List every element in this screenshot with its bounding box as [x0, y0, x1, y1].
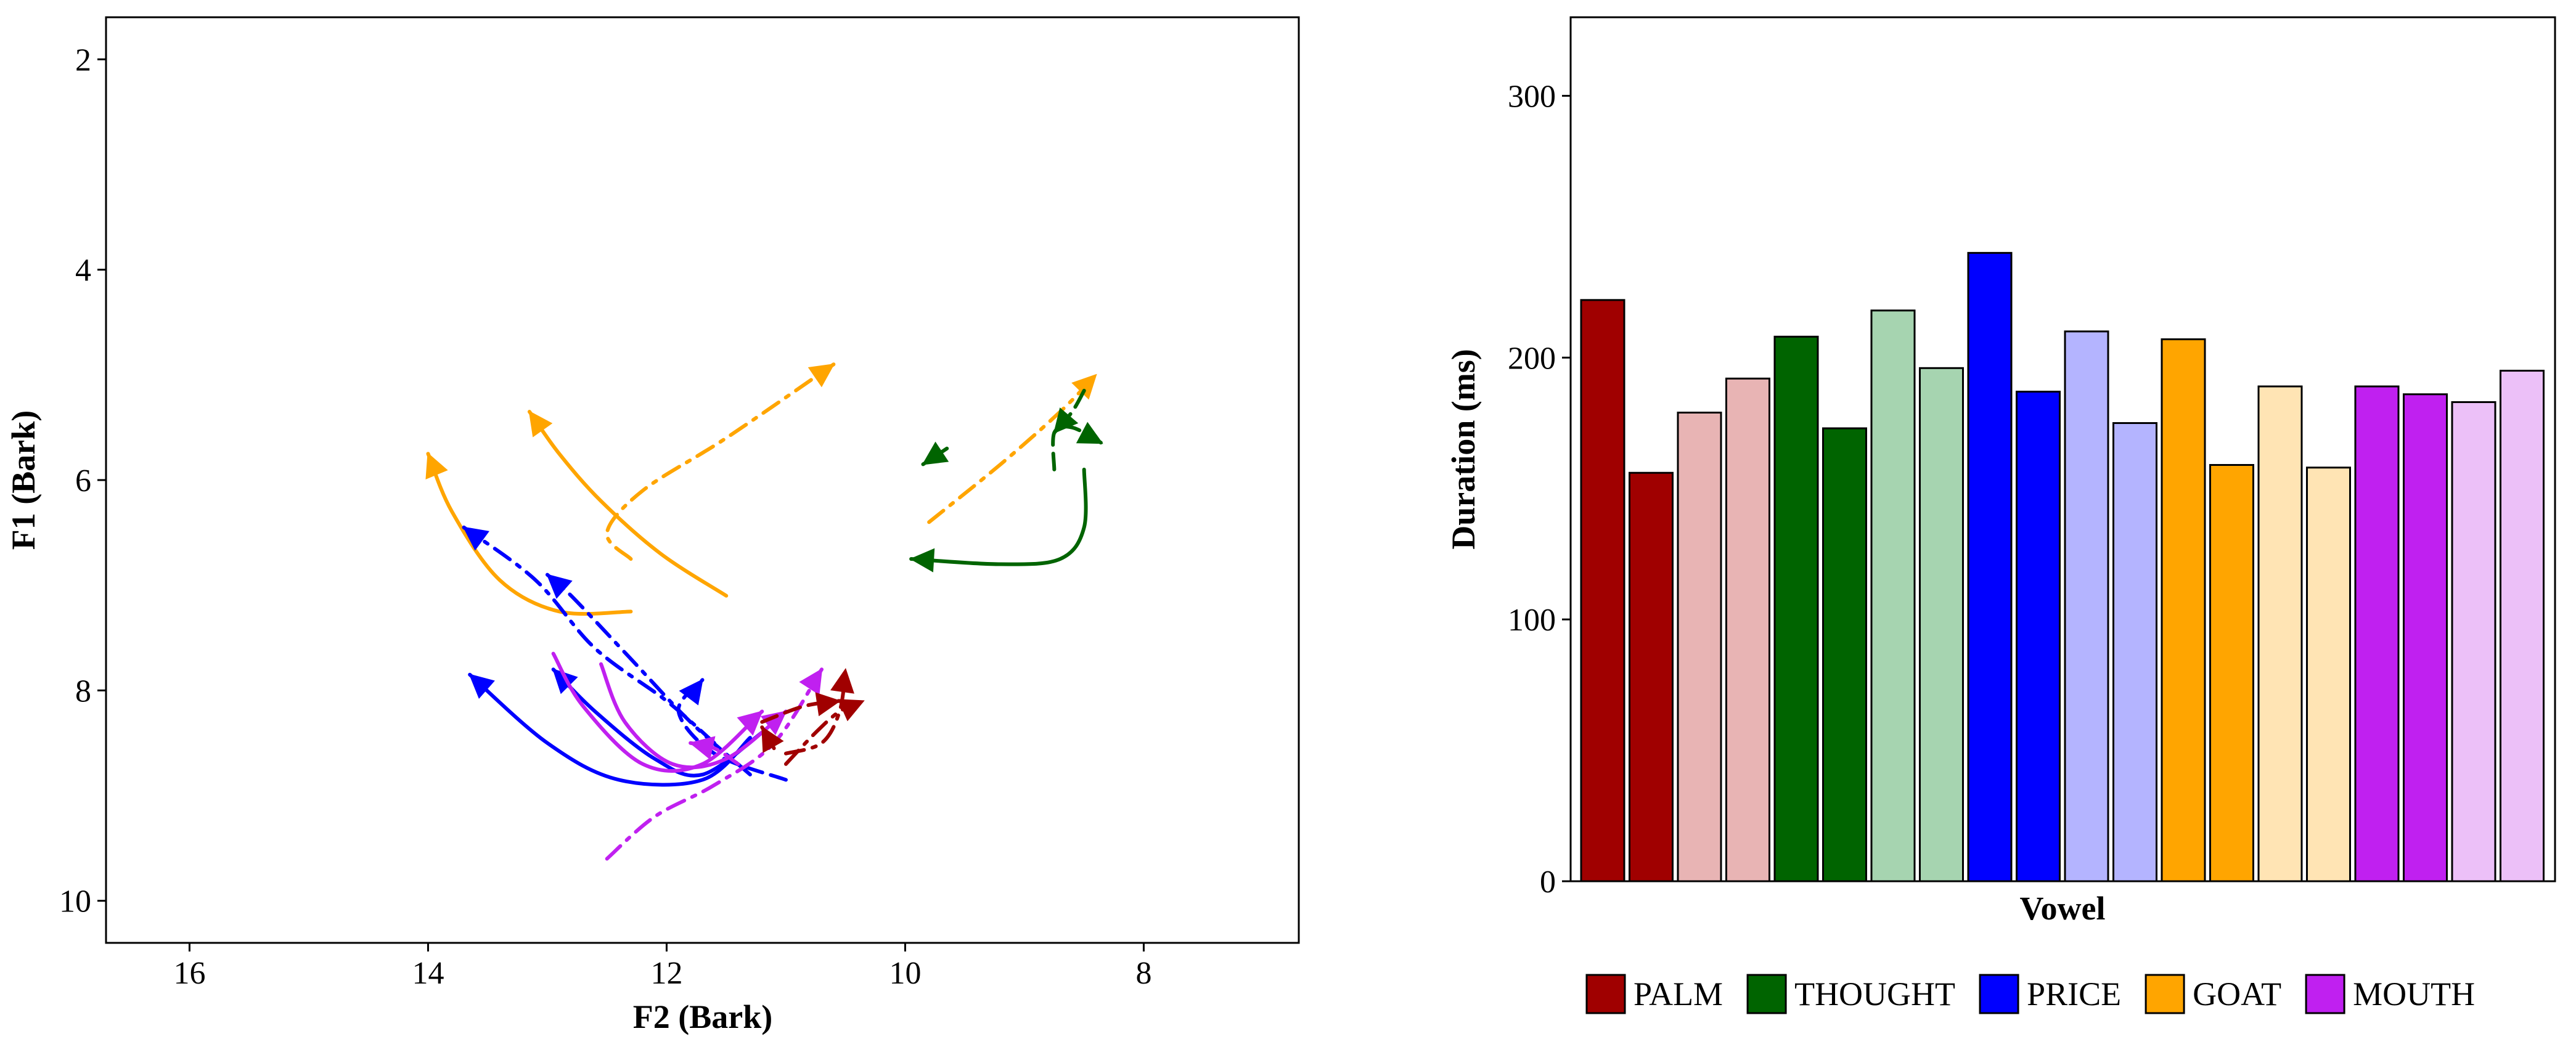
trajectory-arrowhead [1053, 407, 1079, 434]
trajectory-arrowhead [909, 548, 935, 572]
duration-bar-price [2016, 391, 2061, 882]
f2-tick-label: 14 [412, 956, 444, 991]
duration-bar-goat [2306, 467, 2351, 882]
f2-axis-title: F2 (Bark) [633, 998, 772, 1035]
duration-tick-label: 200 [1508, 341, 1556, 376]
f2-tick-label: 16 [173, 956, 205, 991]
duration-bar-palm [1677, 412, 1722, 882]
duration-bar-palm [1725, 377, 1770, 882]
duration-tick-label: 100 [1508, 603, 1556, 638]
trajectory-goat [605, 362, 836, 561]
trajectory-arrowhead [922, 441, 949, 465]
duration-tick-label: 0 [1540, 865, 1556, 900]
legend-swatch [2305, 974, 2345, 1014]
trajectory-arrowhead [760, 711, 787, 735]
trajectory-lines [425, 362, 1104, 861]
duration-bar-thought [1870, 309, 1916, 882]
vowel-legend: PALM THOUGHT PRICE GOAT MOUTH [1585, 974, 2475, 1014]
duration-bar-goat [2161, 338, 2206, 882]
trajectory-goat [426, 452, 633, 616]
f1-axis-title: F1 (Bark) [5, 410, 42, 550]
trajectory-arrowhead [1076, 422, 1103, 444]
trajectory-arrowhead [462, 526, 489, 551]
legend-item-goat: GOAT [2145, 974, 2281, 1014]
legend-label: PALM [1634, 976, 1723, 1013]
trajectory-arrowhead [679, 678, 703, 706]
trajectory-arrowhead [528, 410, 553, 438]
duration-bar-mouth [2500, 370, 2545, 882]
trajectory-goat [927, 373, 1098, 524]
f1-tick-label: 2 [75, 43, 91, 78]
duration-bar-price [2064, 330, 2109, 882]
f1-tick-label: 6 [75, 463, 91, 499]
trajectory-mouth [605, 667, 824, 861]
trajectory-goat [527, 410, 729, 598]
legend-swatch [1979, 974, 2019, 1014]
duration-bar-thought [1773, 335, 1819, 882]
trajectory-arrowhead [1071, 373, 1097, 400]
duration-bars [1580, 251, 2545, 882]
duration-bar-price [1967, 251, 2013, 882]
legend-swatch [2145, 974, 2185, 1014]
legend-item-palm: PALM [1585, 974, 1723, 1014]
f2-tick-label: 10 [889, 956, 921, 991]
duration-bar-chart: 0 100 200 300 Vowel Duration (ms) [1445, 16, 2556, 927]
f1-tick-label: 8 [75, 674, 91, 709]
f1-tick-label: 10 [59, 884, 91, 919]
legend-item-mouth: MOUTH [2305, 974, 2475, 1014]
duration-bar-price [2112, 422, 2157, 882]
duration-bar-thought [1822, 427, 1867, 882]
trajectory-price [551, 667, 764, 778]
trajectory-arrowhead [837, 699, 865, 722]
f1-axis-ticks: 2 4 6 8 10 [59, 43, 106, 919]
trajectory-arrowhead [830, 668, 854, 694]
duration-axis-title: Duration (ms) [1445, 349, 1482, 549]
trajectory-price [468, 672, 752, 787]
duration-bar-goat [2257, 385, 2303, 882]
legend-item-thought: THOUGHT [1746, 974, 1955, 1014]
trajectory-price [545, 572, 752, 776]
trajectory-arrowhead [468, 674, 495, 699]
trajectory-mouth [599, 662, 788, 770]
trajectory-mouth [551, 651, 764, 773]
trajectory-arrowhead [808, 363, 835, 388]
trajectory-arrowhead [761, 726, 784, 753]
trajectory-palm [783, 667, 848, 756]
legend-swatch [1746, 974, 1787, 1014]
trajectory-arrowhead [689, 736, 716, 760]
f2-axis-ticks: 16 14 12 10 8 [173, 943, 1151, 991]
legend-swatch [1585, 974, 1626, 1014]
duration-bar-thought [1919, 367, 1964, 882]
vowel-axis-title: Vowel [2019, 890, 2105, 927]
legend-label: PRICE [2027, 976, 2121, 1013]
trajectory-arrowhead [799, 668, 823, 695]
f2-tick-label: 8 [1135, 956, 1151, 991]
duration-axis-ticks: 0 100 200 300 [1508, 79, 1571, 900]
legend-item-price: PRICE [1979, 974, 2121, 1014]
formant-trajectory-chart: 2 4 6 8 10 16 14 12 10 8 F2 (Bark) F1 (Bark) [5, 16, 1300, 1035]
f1-tick-label: 4 [75, 253, 91, 288]
duration-bar-palm [1580, 299, 1625, 882]
trajectory-arrowhead [425, 452, 448, 480]
trajectory-arrowhead [815, 692, 841, 717]
trajectory-arrowhead [546, 574, 573, 599]
duration-bar-palm [1629, 471, 1674, 882]
duration-bar-mouth [2403, 393, 2448, 882]
formant-plot-frame [105, 16, 1300, 944]
trajectory-arrowhead [737, 711, 763, 736]
duration-tick-label: 300 [1508, 79, 1556, 114]
duration-bar-mouth [2354, 385, 2400, 882]
duration-bar-mouth [2451, 401, 2496, 882]
duration-bar-goat [2209, 463, 2254, 882]
legend-label: GOAT [2193, 976, 2281, 1013]
f2-tick-label: 12 [650, 956, 682, 991]
trajectory-thought [909, 467, 1088, 566]
legend-label: THOUGHT [1794, 976, 1955, 1013]
legend-label: MOUTH [2353, 976, 2475, 1013]
